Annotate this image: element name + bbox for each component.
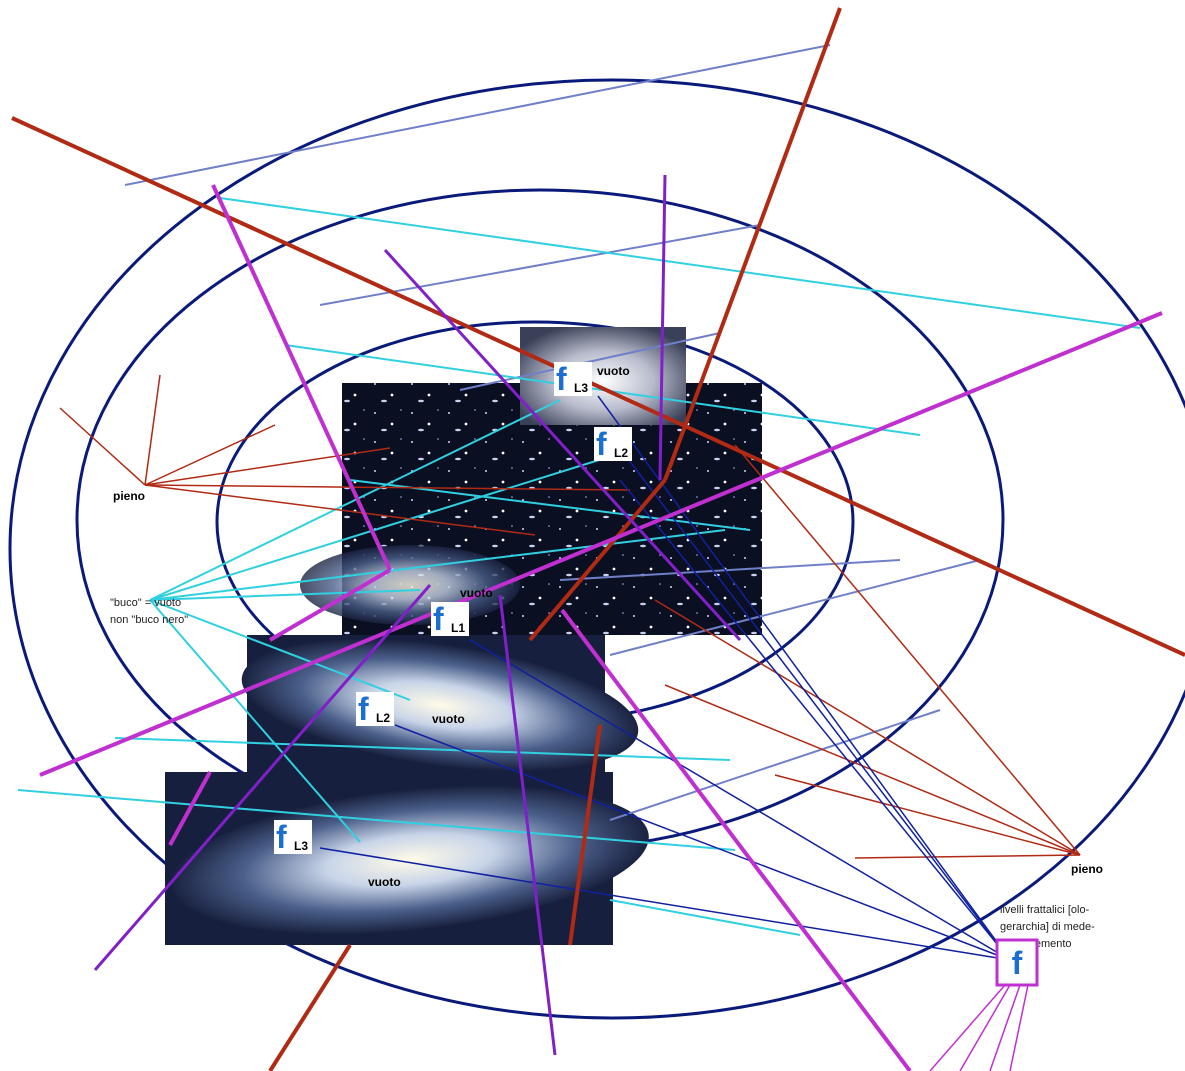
marker-f: f (358, 691, 369, 727)
marker-bg (274, 820, 312, 854)
vuoto-label: vuoto (460, 586, 493, 600)
vuoto-label: vuoto (368, 875, 401, 889)
marker-f: f (276, 819, 287, 855)
pieno-label: pieno (113, 489, 145, 503)
legend-text: gerarchia] di mede- (1000, 921, 1095, 933)
buco-note: "buco" = vuoto (110, 597, 181, 609)
marker-sub: L3 (294, 839, 308, 853)
marker-f: f (596, 426, 607, 462)
pieno-label: pieno (1071, 862, 1103, 876)
marker-bg (554, 362, 592, 396)
marker-bg (594, 427, 632, 461)
vuoto-label: vuoto (432, 712, 465, 726)
connector-lines (11, 7, 1185, 1071)
buco-note: non "buco nero" (110, 614, 188, 626)
marker-bg (431, 602, 469, 636)
marker-sub: L2 (614, 446, 628, 460)
marker-sub: L1 (451, 621, 465, 635)
legend-box (995, 938, 1039, 987)
legend-symbol: f (1012, 945, 1023, 981)
marker-sub: L2 (376, 711, 390, 725)
legend-text: livelli frattalici [olo- (1000, 904, 1090, 916)
marker-f: f (556, 361, 567, 397)
markers: f L3 f L2 f L1 f L2 f L3 (274, 361, 632, 855)
marker-sub: L3 (574, 381, 588, 395)
vuoto-label: vuoto (597, 364, 630, 378)
marker-bg (356, 692, 394, 726)
labels: vuoto vuoto vuoto vuoto pieno pieno "buco" = v… (110, 364, 1103, 950)
marker-f: f (433, 601, 444, 637)
